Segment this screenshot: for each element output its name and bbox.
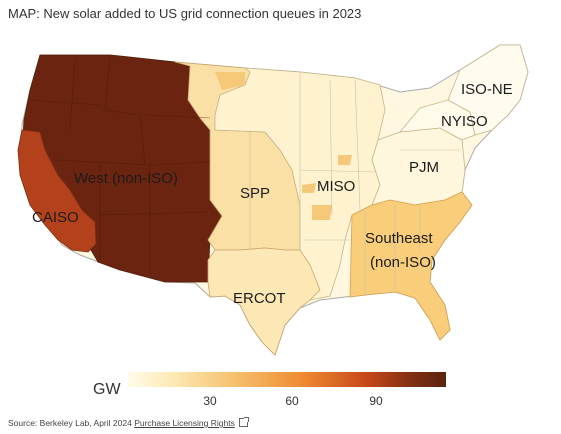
- state-borders-east: [249, 72, 460, 295]
- region-caiso: [17, 129, 97, 253]
- map-title: MAP: New solar added to US grid connecti…: [8, 6, 362, 21]
- label-southeast: Southeast (non-ISO): [365, 230, 437, 271]
- label-west: West (non-ISO): [74, 170, 178, 187]
- label-nyiso: NYISO: [441, 113, 488, 130]
- label-ercot: ERCOT: [233, 290, 286, 307]
- state-borders: [29, 57, 211, 275]
- miso-patch: [338, 155, 352, 165]
- miso-patch: [215, 72, 245, 90]
- legend-title: GW: [93, 381, 121, 398]
- external-link-icon[interactable]: [238, 417, 249, 427]
- legend-tick-30: 30: [203, 394, 217, 408]
- legend-tick-90: 90: [369, 394, 383, 408]
- region-isone: [447, 44, 529, 136]
- label-isone: ISO-NE: [461, 81, 513, 98]
- label-caiso: CAISO: [32, 209, 79, 226]
- legend-tick-60: 60: [285, 394, 299, 408]
- region-ercot: [207, 247, 321, 356]
- purchase-licensing-link[interactable]: Purchase Licensing Rights: [134, 418, 235, 428]
- label-pjm: PJM: [409, 159, 439, 176]
- region-southeast: [349, 191, 473, 341]
- label-miso: MISO: [317, 178, 355, 195]
- label-spp: SPP: [240, 185, 270, 202]
- miso-patch: [302, 183, 316, 193]
- source-text: Source: Berkeley Lab, April 2024: [8, 418, 132, 428]
- legend-color-scale: [128, 372, 446, 387]
- footer: Source: Berkeley Lab, April 2024 Purchas…: [8, 417, 249, 428]
- miso-patch: [312, 205, 332, 220]
